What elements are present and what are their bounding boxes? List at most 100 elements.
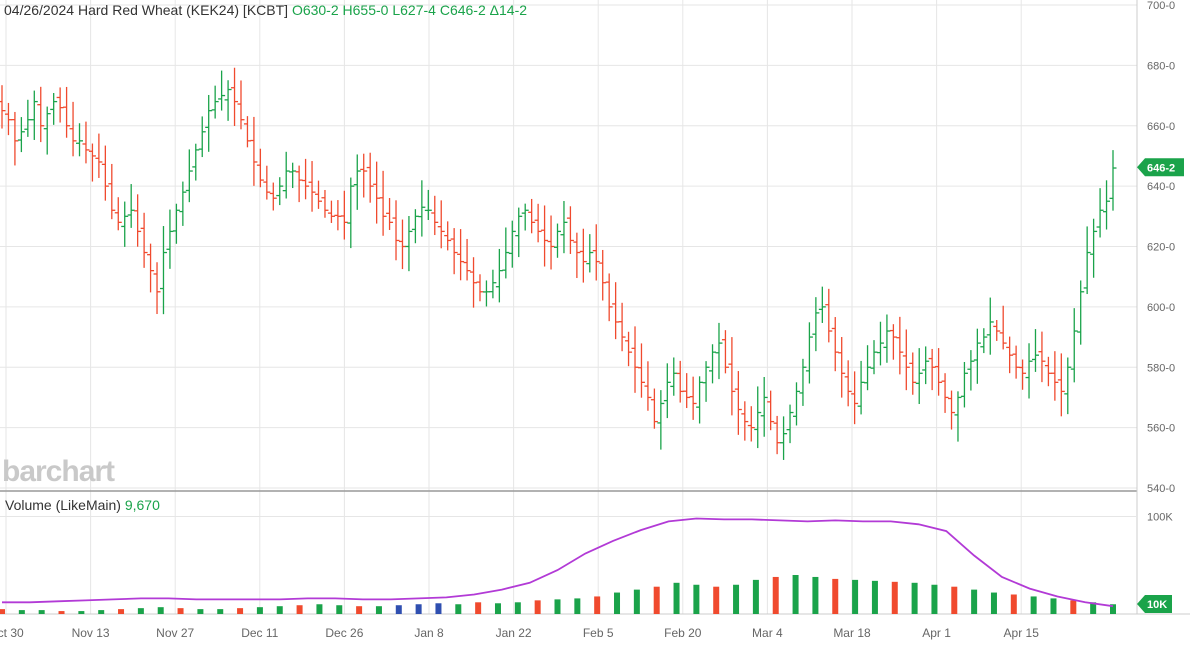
y-tick-label: 660-0 bbox=[1147, 121, 1175, 133]
volume-bar bbox=[1110, 604, 1116, 614]
volume-bar bbox=[237, 608, 244, 614]
ohlc-bar bbox=[637, 343, 645, 398]
ohlc-bar bbox=[792, 382, 800, 426]
ohlc-bar bbox=[276, 177, 284, 206]
ohlc-bar bbox=[353, 154, 361, 210]
ohlc-bar bbox=[825, 288, 833, 343]
ohlc-bar bbox=[1057, 353, 1065, 417]
ohlc-bar bbox=[450, 228, 458, 275]
ohlc-bar bbox=[857, 360, 865, 415]
volume-bar bbox=[931, 584, 938, 614]
ohlc-bar bbox=[179, 181, 187, 226]
ohlc-bar bbox=[437, 200, 445, 249]
header-close: C646-2 bbox=[439, 2, 486, 18]
y-tick-label: 700-0 bbox=[1147, 0, 1175, 12]
ohlc-bar bbox=[1038, 331, 1046, 383]
ohlc-bar bbox=[82, 121, 90, 164]
volume-bar bbox=[1090, 602, 1097, 614]
volume-bar bbox=[296, 605, 303, 614]
ohlc-bar bbox=[166, 209, 174, 269]
ohlc-bar bbox=[140, 212, 148, 268]
header-open: O630-2 bbox=[291, 2, 339, 18]
ohlc-bar bbox=[851, 371, 859, 425]
volume-bar bbox=[713, 586, 720, 614]
x-tick-label: Feb 5 bbox=[583, 626, 614, 640]
ohlc-bar bbox=[689, 376, 697, 420]
current-price-tag: 646-2 bbox=[1137, 158, 1184, 177]
ohlc-bar bbox=[101, 145, 109, 201]
ohlc-bar bbox=[1083, 226, 1091, 295]
ohlc-bar bbox=[1064, 357, 1072, 415]
ohlc-bar bbox=[980, 328, 988, 354]
ohlc-bar bbox=[243, 116, 251, 148]
ohlc-bar bbox=[799, 358, 807, 406]
ohlc-bar bbox=[1109, 150, 1117, 211]
volume-bar bbox=[554, 599, 561, 614]
ohlc-bar bbox=[560, 201, 568, 254]
ohlc-bar bbox=[941, 373, 949, 413]
ohlc-bar bbox=[289, 162, 297, 189]
volume-bar bbox=[98, 610, 105, 614]
ohlc-bar bbox=[754, 386, 762, 449]
header-low: L627-4 bbox=[392, 2, 436, 18]
barchart-logo: barchart bbox=[2, 455, 115, 488]
ohlc-bar bbox=[295, 165, 303, 203]
ohlc-bar bbox=[734, 371, 742, 435]
volume-bar bbox=[78, 611, 85, 614]
ohlc-bar bbox=[573, 232, 581, 279]
ohlc-bar bbox=[909, 352, 917, 395]
ohlc-bar bbox=[541, 205, 549, 267]
ohlc-bar bbox=[631, 326, 639, 393]
volume-title: Volume bbox=[5, 497, 52, 513]
x-tick-label: Mar 18 bbox=[833, 626, 871, 640]
ohlc-bar bbox=[618, 302, 626, 352]
ohlc-bar bbox=[198, 116, 206, 158]
y-tick-label: 540-0 bbox=[1147, 483, 1175, 495]
ohlc-bar bbox=[1103, 180, 1111, 230]
ohlc-bar bbox=[670, 357, 678, 396]
ohlc-bar bbox=[786, 404, 794, 444]
ohlc-bar bbox=[334, 200, 342, 231]
volume-bar bbox=[38, 610, 45, 614]
ohlc-bar bbox=[269, 182, 277, 211]
x-tick-label: Apr 1 bbox=[922, 626, 951, 640]
volume-bar bbox=[336, 605, 343, 614]
ohlc-bar bbox=[644, 361, 652, 411]
y-tick-label: 600-0 bbox=[1147, 302, 1175, 314]
ohlc-bar bbox=[69, 101, 77, 157]
volume-bar bbox=[614, 592, 621, 614]
ohlc-bar bbox=[508, 220, 516, 268]
header-symbol: Hard Red Wheat (KEK24) [KCBT] bbox=[77, 2, 289, 18]
ohlc-bar bbox=[489, 269, 497, 299]
ohlc-bar bbox=[172, 203, 180, 244]
ohlc-bar bbox=[657, 390, 665, 450]
ohlc-bar bbox=[398, 219, 406, 270]
ohlc-bar bbox=[818, 286, 826, 323]
ohlc-bar bbox=[954, 391, 962, 442]
ohlc-bar bbox=[864, 345, 872, 391]
ohlc-bar bbox=[88, 143, 96, 182]
ohlc-bar bbox=[741, 401, 749, 441]
ohlc-bar bbox=[321, 189, 329, 218]
volume-bar bbox=[0, 609, 5, 614]
volume-bar bbox=[514, 602, 521, 614]
ohlc-bar bbox=[528, 198, 536, 234]
volume-bar bbox=[772, 576, 779, 614]
y-tick-label: 640-0 bbox=[1147, 181, 1175, 193]
ohlc-bar bbox=[566, 206, 574, 254]
ohlc-bar bbox=[521, 203, 529, 231]
y-tick-label: 620-0 bbox=[1147, 242, 1175, 254]
ohlc-bar bbox=[579, 228, 587, 283]
ohlc-bar bbox=[625, 331, 633, 367]
volume-bar bbox=[693, 584, 700, 614]
ohlc-bar bbox=[1096, 188, 1104, 238]
ohlc-bar bbox=[250, 116, 258, 186]
ohlc-bar bbox=[0, 85, 6, 129]
ohlc-bar bbox=[922, 346, 930, 385]
y-tick-label: 560-0 bbox=[1147, 423, 1175, 435]
ohlc-bar bbox=[159, 226, 167, 315]
ohlc-bar bbox=[721, 330, 729, 374]
volume-bar bbox=[633, 589, 640, 614]
